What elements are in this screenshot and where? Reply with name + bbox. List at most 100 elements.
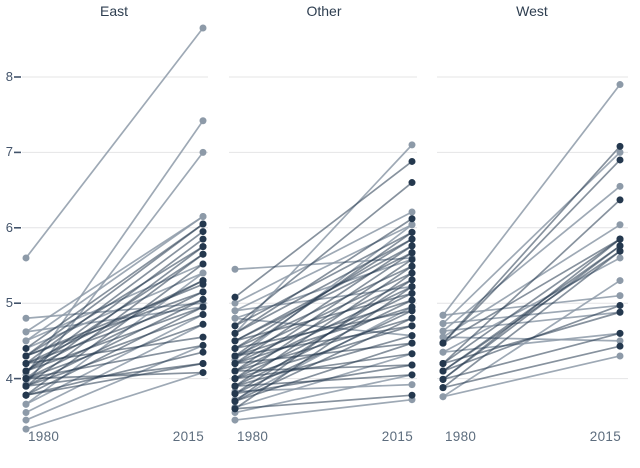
- data-point: [199, 277, 207, 285]
- y-tick-label-5: 5: [5, 295, 13, 311]
- data-point: [22, 367, 30, 375]
- data-point: [231, 397, 239, 405]
- slope-line: [25, 298, 204, 365]
- slope-line: [442, 84, 621, 316]
- data-point: [439, 333, 447, 341]
- slope-line: [234, 383, 413, 393]
- data-point: [616, 235, 624, 243]
- data-point: [616, 81, 624, 89]
- data-point: [408, 242, 416, 250]
- data-point: [439, 384, 447, 392]
- data-point: [616, 242, 624, 250]
- data-point: [408, 262, 416, 270]
- data-point: [616, 254, 624, 262]
- slope-line: [25, 306, 204, 372]
- slope-line: [234, 342, 413, 403]
- slope-line: [234, 398, 413, 421]
- data-point: [199, 148, 207, 156]
- data-point: [616, 221, 624, 229]
- data-point: [408, 215, 416, 223]
- data-point: [616, 329, 624, 337]
- data-point: [439, 339, 447, 347]
- data-point: [439, 327, 447, 335]
- data-point: [408, 249, 416, 257]
- data-point: [408, 221, 416, 229]
- slope-line: [25, 344, 204, 421]
- slope-line: [442, 245, 621, 381]
- slope-line: [234, 334, 413, 387]
- data-point: [22, 382, 30, 390]
- data-point: [408, 269, 416, 277]
- slope-line: [234, 394, 413, 410]
- slope-line: [25, 371, 204, 430]
- data-point: [22, 337, 30, 345]
- data-point: [231, 416, 239, 424]
- data-point: [408, 361, 416, 369]
- data-point: [199, 311, 207, 319]
- data-point: [616, 196, 624, 204]
- slope-line: [234, 218, 413, 335]
- data-point: [616, 342, 624, 350]
- data-point: [408, 307, 416, 315]
- data-point: [22, 254, 30, 262]
- slope-line: [234, 258, 413, 380]
- data-point: [408, 296, 416, 304]
- data-point: [22, 409, 30, 417]
- data-point: [439, 311, 447, 319]
- data-point: [199, 235, 207, 243]
- data-point: [231, 382, 239, 390]
- slope-line: [442, 332, 621, 381]
- data-point: [22, 328, 30, 336]
- slope-line: [234, 251, 413, 342]
- data-point: [199, 212, 207, 220]
- data-point: [408, 391, 416, 399]
- data-point: [408, 339, 416, 347]
- slope-line: [25, 27, 204, 259]
- slope-line: [25, 230, 204, 365]
- data-point: [199, 341, 207, 349]
- slope-line: [25, 323, 204, 387]
- data-point: [231, 390, 239, 398]
- data-point: [408, 208, 416, 216]
- data-point: [231, 329, 239, 337]
- x-tick-east-2015: 2015: [172, 429, 204, 444]
- slope-line: [442, 355, 621, 398]
- data-point: [199, 220, 207, 228]
- data-point: [199, 260, 207, 268]
- data-point: [616, 352, 624, 360]
- data-point: [22, 400, 30, 408]
- data-point: [616, 292, 624, 300]
- data-point: [199, 303, 207, 311]
- data-point: [408, 371, 416, 379]
- slope-line: [442, 238, 621, 344]
- data-point: [439, 367, 447, 375]
- slope-line: [25, 323, 204, 414]
- panel-title-east: East: [99, 3, 129, 19]
- data-point: [616, 247, 624, 255]
- data-point: [22, 344, 30, 352]
- slope-line: [442, 250, 621, 389]
- x-tick-east-1980: 1980: [28, 429, 60, 444]
- slope-line: [234, 373, 413, 387]
- slope-line: [442, 304, 621, 372]
- data-point: [408, 179, 416, 187]
- data-point: [199, 243, 207, 251]
- data-point: [231, 352, 239, 360]
- data-point: [22, 352, 30, 360]
- data-point: [231, 344, 239, 352]
- data-point: [408, 276, 416, 284]
- data-point: [199, 360, 207, 368]
- data-point: [616, 142, 624, 150]
- x-tick-other-2015: 2015: [381, 429, 413, 444]
- data-point: [231, 337, 239, 345]
- slope-line: [442, 311, 621, 332]
- slope-line: [234, 211, 413, 304]
- data-point: [199, 24, 207, 32]
- slope-line: [25, 120, 204, 376]
- data-point: [408, 157, 416, 165]
- data-point: [231, 367, 239, 375]
- slope-line: [442, 185, 621, 332]
- slope-line: [25, 215, 204, 333]
